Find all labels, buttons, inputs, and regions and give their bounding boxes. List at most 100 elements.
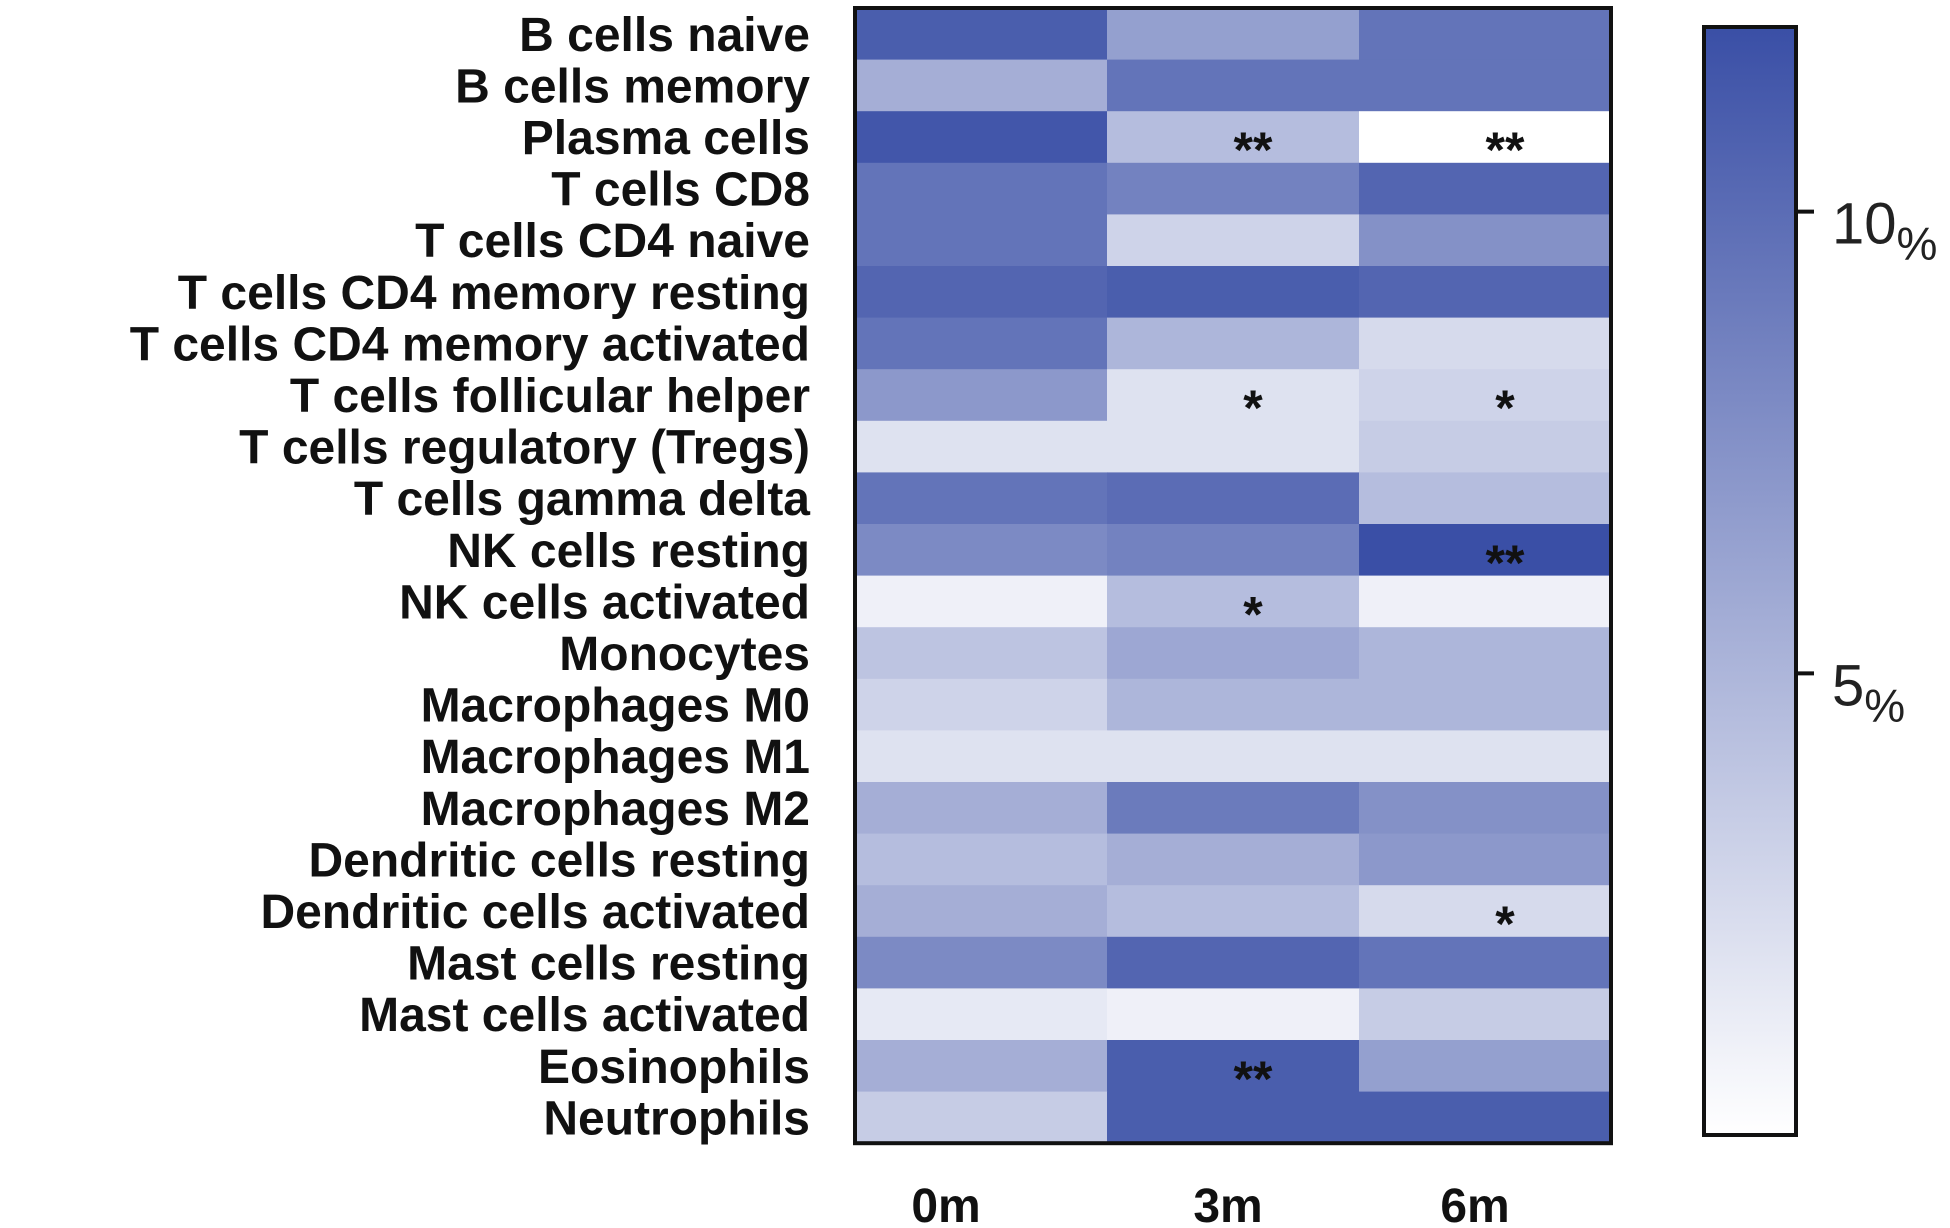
- heatmap-cell: [1359, 1040, 1612, 1093]
- heatmap-cell: [855, 627, 1108, 680]
- heatmap-cell: [1359, 782, 1612, 835]
- heatmap-cell: [1359, 936, 1612, 989]
- heatmap-cell: [1359, 59, 1612, 112]
- row-label: T cells CD4 naive: [415, 215, 810, 268]
- heatmap-cell: [1107, 730, 1360, 783]
- heatmap-cell: [855, 472, 1108, 525]
- column-label: 3m: [1193, 1180, 1262, 1228]
- heatmap-cell: [1107, 833, 1360, 886]
- heatmap-cell: [1359, 214, 1612, 267]
- column-label: 6m: [1440, 1180, 1509, 1228]
- heatmap-cell: [855, 214, 1108, 267]
- row-label: Monocytes: [559, 628, 810, 681]
- row-label: Macrophages M2: [421, 783, 810, 836]
- heatmap-cell: [855, 782, 1108, 835]
- row-label: B cells memory: [455, 60, 810, 113]
- heatmap-cell: [855, 369, 1108, 422]
- row-label: Neutrophils: [543, 1092, 810, 1145]
- row-label: NK cells resting: [447, 525, 810, 578]
- significance-marker: *: [1495, 896, 1515, 952]
- heatmap-cell: [1107, 782, 1360, 835]
- column-labels: 0m 3m 6m: [911, 1180, 1509, 1228]
- colorbar-tick-label: 10%: [1832, 192, 1937, 270]
- heatmap-cell: [1107, 627, 1360, 680]
- heatmap-cell: [1107, 936, 1360, 989]
- colorbar: 10% 5%: [1702, 25, 1937, 1137]
- row-label: T cells CD4 memory activated: [130, 318, 810, 371]
- heatmap-cell: [855, 575, 1108, 628]
- heatmap-cell: [855, 317, 1108, 370]
- heatmap-border: [853, 6, 1613, 1146]
- row-label: NK cells activated: [399, 576, 810, 629]
- heatmap-cell: [1107, 214, 1360, 267]
- heatmap-cell: [855, 1091, 1108, 1144]
- heatmap-cell: [855, 420, 1108, 473]
- heatmap-cell: [1107, 1091, 1360, 1144]
- heatmap-cell: [855, 8, 1108, 61]
- heatmap-cell: [1359, 988, 1612, 1041]
- heatmap-cell: [1359, 730, 1612, 783]
- heatmap-cell: [1107, 988, 1360, 1041]
- row-label: Dendritic cells activated: [260, 886, 810, 939]
- heatmap-cell: [1107, 885, 1360, 938]
- heatmap-cell: [1107, 317, 1360, 370]
- row-label: Mast cells activated: [359, 989, 810, 1042]
- heatmap-cell: [855, 266, 1108, 319]
- heatmap-cell: [855, 988, 1108, 1041]
- row-label: Plasma cells: [522, 112, 810, 165]
- colorbar-gradient: [1702, 25, 1798, 1137]
- row-label: T cells CD8: [551, 164, 810, 217]
- row-label: Eosinophils: [538, 1041, 810, 1094]
- heatmap-cell: [1107, 266, 1360, 319]
- heatmap-cell: [855, 885, 1108, 938]
- heatmap-cell: [855, 678, 1108, 731]
- heatmap-cell: [1359, 1091, 1612, 1144]
- heatmap-cell: [1107, 575, 1360, 628]
- row-label: Macrophages M1: [421, 731, 810, 784]
- row-label: T cells CD4 memory resting: [178, 267, 810, 320]
- heatmap-cells: [855, 8, 1612, 1144]
- heatmap-cell: [1107, 369, 1360, 422]
- heatmap-cell: [1359, 833, 1612, 886]
- heatmap-cell: [1359, 627, 1612, 680]
- colorbar-tick-label: 5%: [1832, 653, 1905, 731]
- significance-marker: **: [1486, 122, 1525, 178]
- heatmap-cell: [1107, 678, 1360, 731]
- column-label: 0m: [911, 1180, 980, 1228]
- heatmap-cell: [1359, 678, 1612, 731]
- heatmap-cell: [855, 833, 1108, 886]
- heatmap-cell: [855, 59, 1108, 112]
- heatmap-cell: [1359, 524, 1612, 577]
- heatmap-cell: [1359, 472, 1612, 525]
- significance-marker: **: [1234, 122, 1273, 178]
- heatmap-cell: [1107, 472, 1360, 525]
- heatmap-cell: [855, 111, 1108, 164]
- row-label: Macrophages M0: [421, 680, 810, 733]
- heatmap-cell: [1359, 266, 1612, 319]
- row-label: T cells follicular helper: [290, 370, 810, 423]
- heatmap-cell: [1107, 162, 1360, 215]
- heatmap-cell: [1359, 885, 1612, 938]
- heatmap-cell: [1359, 162, 1612, 215]
- heatmap-cell: [1359, 575, 1612, 628]
- heatmap-cell: [1359, 420, 1612, 473]
- heatmap-cell: [855, 524, 1108, 577]
- significance-marker: *: [1495, 380, 1515, 436]
- significance-marker: *: [1243, 380, 1263, 436]
- row-label: T cells regulatory (Tregs): [239, 422, 810, 475]
- row-label: B cells naive: [519, 9, 810, 62]
- heatmap-cell: [1107, 59, 1360, 112]
- heatmap-cell: [1107, 8, 1360, 61]
- significance-markers: ** *** *******: [1234, 122, 1525, 1107]
- significance-marker: *: [1243, 586, 1263, 642]
- heatmap-cell: [1359, 317, 1612, 370]
- heatmap-cell: [855, 162, 1108, 215]
- heatmap-cell: [1107, 420, 1360, 473]
- heatmap-cell: [1107, 111, 1360, 164]
- heatmap-cell: [1107, 1040, 1360, 1093]
- heatmap-cell: [1359, 111, 1612, 164]
- heatmap-cell: [1359, 369, 1612, 422]
- row-label: T cells gamma delta: [354, 473, 810, 526]
